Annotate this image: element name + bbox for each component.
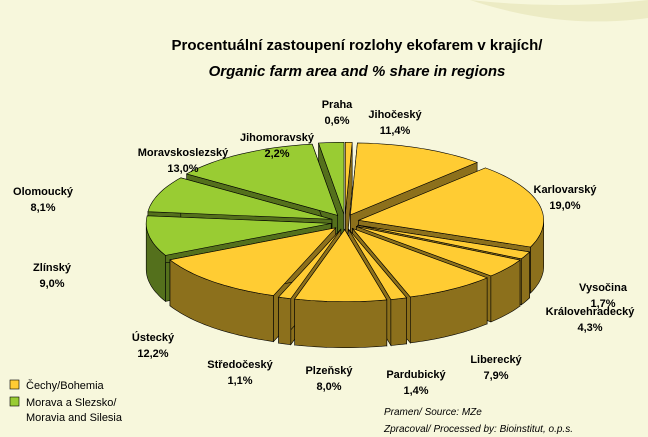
slice-value-label: 1,1% xyxy=(227,375,252,387)
slice-value-label: 2,2% xyxy=(264,148,289,160)
slice-label: Pardubický xyxy=(386,369,446,381)
slice-top xyxy=(185,143,339,216)
chart-title: Procentuální zastoupení rozlohy ekofarem… xyxy=(172,37,544,54)
slice-label: Karlovarský xyxy=(534,184,598,196)
decoration xyxy=(470,0,648,22)
slice-top xyxy=(145,215,332,256)
slice-top xyxy=(318,142,345,215)
slice-top xyxy=(357,167,545,248)
legend-label: Morava a Slezsko/ xyxy=(26,397,117,409)
legend-swatch xyxy=(9,396,20,407)
legend-swatch xyxy=(9,379,20,390)
slice-wall xyxy=(278,296,292,346)
slice-label: Moravskoslezský xyxy=(138,147,229,159)
slice xyxy=(294,228,388,348)
legend-label: Moravia and Silesia xyxy=(26,412,123,424)
slice-top xyxy=(147,177,332,220)
slice-value-label: 7,9% xyxy=(483,370,508,382)
chart-subtitle: Organic farm area and % share in regions xyxy=(209,63,506,80)
slice-label: Olomoucký xyxy=(13,186,74,198)
slice-value-label: 8,1% xyxy=(30,202,55,214)
slice-value-label: 1,4% xyxy=(403,385,428,397)
slice-value-label: 12,2% xyxy=(137,348,168,360)
slice-top xyxy=(294,229,388,302)
slice-value-label: 4,3% xyxy=(577,322,602,334)
slice-label: Liberecký xyxy=(470,354,522,366)
slice-label: Středočeský xyxy=(207,359,273,371)
slice-label: Královehradecký xyxy=(546,306,636,318)
slice-top xyxy=(348,229,408,300)
slice-value-label: 13,0% xyxy=(167,163,198,175)
slice-label: Vysočina xyxy=(579,282,628,294)
pie xyxy=(145,142,545,348)
slice-value-label: 0,6% xyxy=(324,115,349,127)
slice-value-label: 9,0% xyxy=(39,278,64,290)
slice-value-label: 8,0% xyxy=(316,381,341,393)
slice-wall xyxy=(294,298,388,348)
slice-value-label: 1,7% xyxy=(590,298,615,310)
slice-top xyxy=(351,227,488,298)
slice-wall xyxy=(390,297,407,346)
slice-top xyxy=(350,142,478,216)
slice-value-label: 19,0% xyxy=(549,200,580,212)
slice-top xyxy=(169,227,337,296)
slice-label: Jihomoravský xyxy=(240,132,315,144)
source: Pramen/ Source: MZe xyxy=(384,407,482,418)
slice-label: Ústecký xyxy=(132,331,175,344)
slice-wall xyxy=(521,251,530,306)
legend-label: Čechy/Bohemia xyxy=(26,379,105,392)
slice-label: Plzeňský xyxy=(305,365,353,377)
slice-top xyxy=(345,142,353,215)
slice-top xyxy=(357,224,531,260)
slice-label: Zlínský xyxy=(33,262,72,274)
slice-label: Praha xyxy=(322,99,353,111)
slice-top xyxy=(356,226,521,277)
processed-by: Zpracoval/ Processed by: Bioinstitut, o.… xyxy=(383,424,573,435)
slice-top xyxy=(277,229,342,300)
slice-value-label: 11,4% xyxy=(380,125,411,137)
slice-label: Jihočeský xyxy=(368,109,422,121)
